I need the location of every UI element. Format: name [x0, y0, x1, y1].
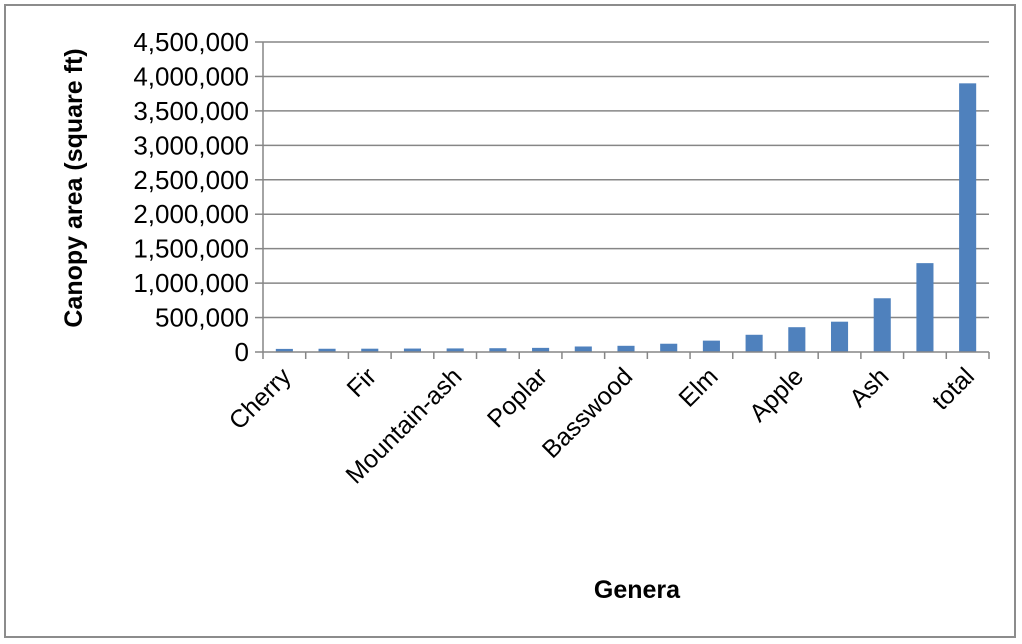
y-tick-label: 3,500,000: [133, 96, 249, 126]
bar: [489, 348, 507, 352]
y-tick-label: 1,500,000: [133, 234, 249, 264]
x-tick-label: total: [927, 362, 980, 415]
bar: [916, 263, 934, 352]
bar: [403, 348, 422, 352]
bar: [318, 348, 336, 352]
x-tick-label: Ash: [844, 362, 894, 412]
y-tick-labels: 0 500,000 1,000,000 1,500,000 2,000,000 2,500…: [133, 27, 249, 367]
bar: [873, 298, 891, 352]
y-tick-label: 4,000,000: [133, 61, 249, 91]
bar: [788, 327, 806, 352]
bars: [275, 83, 977, 352]
x-axis-title: Genera: [594, 576, 681, 604]
y-axis-title: Canopy area (square ft): [60, 48, 88, 327]
bar: [275, 348, 293, 352]
x-tick-label: Cherry: [224, 362, 297, 435]
x-tick-label: Basswood: [537, 362, 638, 463]
chart-frame: [4, 4, 1016, 638]
bar: [745, 334, 763, 352]
bar: [702, 340, 720, 352]
bar: [617, 345, 635, 352]
bar: [830, 321, 849, 352]
bar: [574, 346, 592, 352]
x-tick-label: Poplar: [482, 362, 553, 433]
bar: [532, 347, 550, 352]
y-tick-label: 2,500,000: [133, 165, 249, 195]
bar: [959, 83, 977, 352]
x-tick-label: Fir: [342, 362, 382, 402]
bar: [361, 348, 379, 352]
axes: [262, 42, 989, 353]
gridlines: [255, 41, 990, 359]
y-tick-label: 1,000,000: [133, 268, 249, 298]
bar: [660, 343, 678, 352]
x-tick-label: Elm: [673, 362, 723, 412]
bar: [446, 348, 464, 352]
y-tick-label: 500,000: [155, 303, 249, 333]
x-tick-label: Apple: [744, 362, 809, 427]
y-tick-label: 2,000,000: [133, 199, 249, 229]
y-tick-label: 3,000,000: [133, 130, 249, 160]
y-tick-label: 0: [235, 337, 249, 367]
y-tick-label: 4,500,000: [133, 27, 249, 57]
